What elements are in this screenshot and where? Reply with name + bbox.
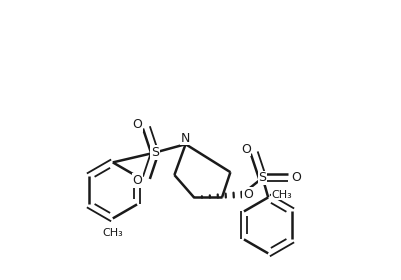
Text: O: O xyxy=(240,143,250,156)
Text: O: O xyxy=(132,118,142,131)
Text: S: S xyxy=(258,171,266,184)
Text: O: O xyxy=(242,188,252,200)
Text: CH₃: CH₃ xyxy=(102,228,123,238)
Text: N: N xyxy=(180,132,190,144)
Text: O: O xyxy=(291,171,300,184)
Text: O: O xyxy=(132,174,142,187)
Text: CH₃: CH₃ xyxy=(271,190,291,200)
Text: S: S xyxy=(150,146,158,159)
